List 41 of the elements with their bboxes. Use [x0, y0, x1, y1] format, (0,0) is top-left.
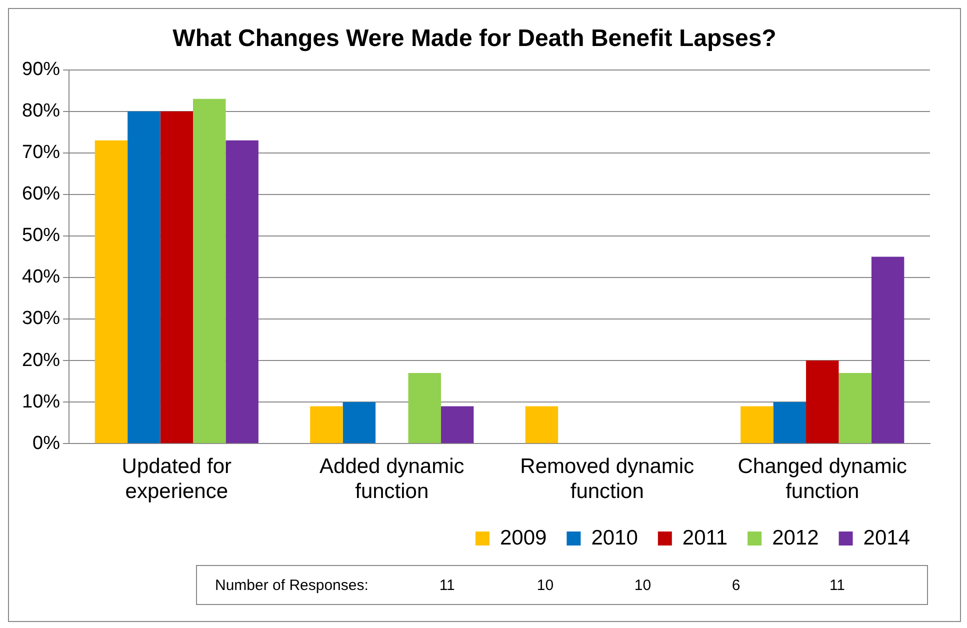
text: 11: [829, 576, 846, 594]
legend-label: 2010: [591, 526, 638, 550]
y-tick-label: 30%: [22, 308, 60, 330]
text: 10: [634, 576, 652, 594]
bar: [160, 111, 194, 444]
y-tick-label: 60%: [22, 184, 60, 205]
legend-label: 2014: [863, 526, 910, 550]
y-tick-label: 50%: [22, 225, 60, 246]
x-tick-label: Changed dynamic function: [738, 454, 908, 504]
x-tick-label: Removed dynamic function: [520, 454, 694, 504]
y-tick-label: 80%: [22, 100, 60, 122]
y-tick-label: 20%: [22, 350, 60, 371]
y-tick-label: 90%: [22, 59, 60, 80]
bar: [94, 140, 128, 444]
y-tick-label: 0%: [32, 432, 60, 454]
bar: [525, 406, 558, 444]
y-tick-label: 40%: [22, 266, 60, 288]
y-tick-label: 70%: [22, 142, 60, 164]
bar: [740, 406, 774, 444]
text: 10: [536, 576, 555, 594]
bar: [838, 372, 872, 444]
bar: [871, 256, 904, 444]
bar: [193, 98, 226, 444]
text: Number of Responses:: [215, 576, 370, 594]
bar: [226, 140, 258, 444]
bar: [440, 406, 474, 444]
y-tick-label: 10%: [22, 391, 60, 412]
x-tick-label: Updated for experience: [122, 454, 232, 504]
bar: [342, 402, 376, 444]
bar: [128, 111, 160, 444]
bar: [773, 402, 806, 444]
x-tick-label: Added dynamic function: [320, 454, 464, 504]
chart-title: What Changes Were Made for Death Benefit Lapses?: [172, 25, 776, 52]
bar: [408, 372, 441, 444]
legend-label: 2011: [682, 526, 728, 550]
text: 6: [732, 576, 742, 594]
text: 11: [439, 576, 456, 594]
legend-label: 2009: [500, 526, 547, 550]
legend-label: 2012: [772, 526, 819, 550]
bar: [806, 360, 839, 444]
bar: [310, 406, 343, 444]
